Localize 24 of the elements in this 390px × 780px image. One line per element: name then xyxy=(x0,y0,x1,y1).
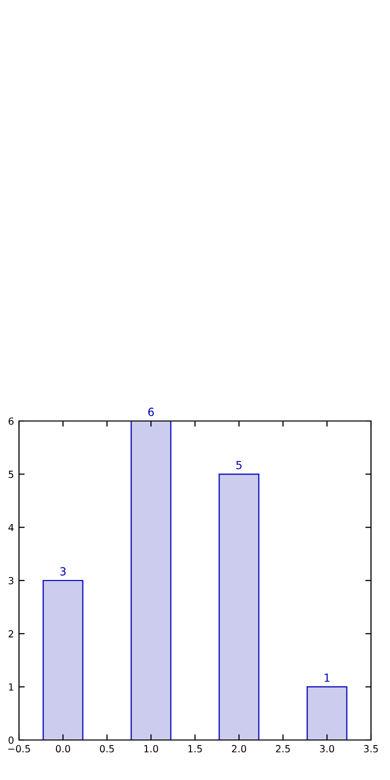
x-tick-label: 2.0 xyxy=(232,745,246,752)
y-tick-label: 0 xyxy=(8,736,14,744)
x-tick-label: 1.5 xyxy=(188,745,202,752)
y-tick-label: 4 xyxy=(8,524,14,532)
y-tick-label: 5 xyxy=(8,470,14,478)
x-tick-label: 2.5 xyxy=(276,745,290,752)
x-tick-label: −0.5 xyxy=(8,745,30,752)
bar xyxy=(218,474,260,740)
x-tick-label: 3.5 xyxy=(364,745,378,752)
bar xyxy=(306,686,348,740)
y-tick-label: 2 xyxy=(8,630,14,638)
y-tick-label: 6 xyxy=(8,417,14,425)
y-tick-label: 1 xyxy=(9,683,14,691)
data-label: 5 xyxy=(236,460,242,470)
x-tick-label: 0.0 xyxy=(56,745,70,752)
x-tick-label: 0.5 xyxy=(100,745,114,752)
bar xyxy=(130,421,172,740)
y-tick-label: 3 xyxy=(8,576,14,584)
data-label: 3 xyxy=(60,567,66,576)
data-label: 1 xyxy=(324,674,330,682)
x-tick-label: 1.0 xyxy=(144,745,158,752)
bar xyxy=(42,580,84,740)
x-tick-label: 3.0 xyxy=(320,745,334,752)
data-label: 6 xyxy=(148,408,154,416)
